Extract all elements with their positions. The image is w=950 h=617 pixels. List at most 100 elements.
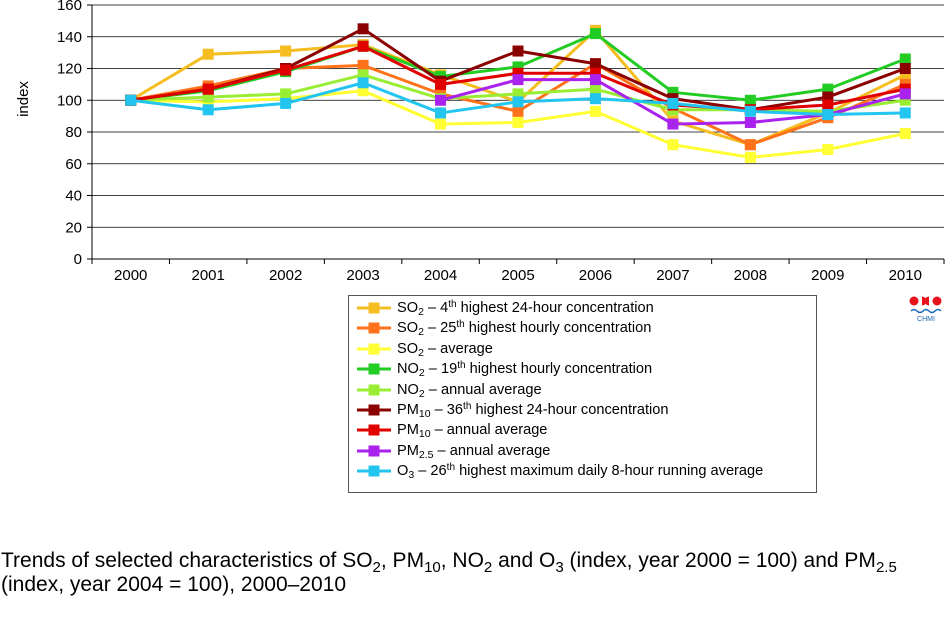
caption-subscript: 3 <box>555 559 564 576</box>
caption-text: (index, year 2000 = 100) and PM <box>563 549 876 572</box>
legend-label-rest: – annual average <box>433 442 551 459</box>
caption-text: and O <box>492 549 556 572</box>
caption-subscript: 2 <box>372 559 381 576</box>
caption-text: , NO <box>440 549 484 572</box>
legend-label-sub: 3 <box>408 469 415 482</box>
y-tick-label: 120 <box>57 61 82 78</box>
data-point <box>125 94 137 106</box>
data-point <box>512 116 524 128</box>
x-tick-label: 2009 <box>811 267 844 284</box>
legend-label-main: SO <box>397 320 419 337</box>
data-point <box>899 53 911 65</box>
data-point <box>744 151 756 163</box>
data-point <box>435 118 447 130</box>
data-point <box>357 23 369 35</box>
data-point <box>512 74 524 86</box>
legend-label-rest: – 26 <box>414 463 447 480</box>
data-point <box>589 105 601 117</box>
legend-item: PM10 – 36th highest 24-hour concentratio… <box>349 400 816 420</box>
y-tick-label: 100 <box>57 92 82 109</box>
data-point <box>357 40 369 52</box>
legend-label-sup: th <box>446 462 456 474</box>
y-tick-label: 40 <box>65 188 82 205</box>
data-point <box>512 67 524 79</box>
axes <box>87 4 945 264</box>
data-point <box>512 45 524 57</box>
data-point <box>357 69 369 81</box>
legend-item: PM2.5 – annual average <box>349 441 816 461</box>
series-9 <box>125 77 911 121</box>
data-point <box>822 83 834 95</box>
legend-label-main: PM <box>397 442 419 459</box>
data-point <box>512 105 524 117</box>
data-point <box>899 69 911 81</box>
caption-subscript: 2.5 <box>875 559 897 576</box>
legend-label-rest: – 4 <box>423 300 449 316</box>
legend-label-tail: highest 24-hour concentration <box>471 401 669 418</box>
data-point <box>744 94 756 106</box>
data-point <box>667 97 679 109</box>
y-tick-label: 20 <box>65 219 82 236</box>
legend-label-rest: – 25 <box>423 320 457 337</box>
legend-label-sup: th <box>448 299 457 310</box>
y-tick-label: 160 <box>57 0 82 14</box>
legend-label-main: O <box>397 463 409 480</box>
legend-item: NO2 – 19th highest hourly concentration <box>349 359 816 379</box>
legend-label-sub: 10 <box>418 428 431 441</box>
legend-label-sub: 2 <box>418 387 425 400</box>
data-point <box>822 143 834 155</box>
data-point <box>899 107 911 119</box>
data-point <box>202 104 214 116</box>
data-point <box>667 139 679 151</box>
data-point <box>512 88 524 100</box>
data-point <box>744 116 756 128</box>
data-point <box>280 45 292 57</box>
x-tick-label: 2007 <box>656 267 689 284</box>
legend-label-rest: – 36 <box>430 401 464 418</box>
legend-label-sub: 2 <box>418 367 425 380</box>
data-point <box>589 74 601 86</box>
caption-subscript: 2 <box>483 559 493 576</box>
chmi-logo-icon <box>909 296 942 314</box>
chart-legend: SO2 – 4th highest 24-hour concentration S… <box>348 295 817 493</box>
legend-label-sub: 10 <box>418 407 431 420</box>
data-point <box>512 61 524 73</box>
caption-subscript: 10 <box>424 559 441 576</box>
y-tick-label: 60 <box>65 156 82 173</box>
data-point <box>589 83 601 95</box>
caption-text: , PM <box>380 549 425 572</box>
data-point <box>202 91 214 103</box>
legend-label-rest: – average <box>423 340 493 357</box>
legend-swatch <box>357 322 391 334</box>
legend-item: NO2 – annual average <box>349 380 816 400</box>
legend-label-rest: – annual average <box>424 381 542 398</box>
y-tick-labels: 0 20 40 60 80 100 120 140 160 <box>57 0 82 268</box>
y-tick-label: 80 <box>65 124 82 141</box>
x-tick-label: 2004 <box>424 267 457 284</box>
data-point <box>435 107 447 119</box>
data-point <box>667 118 679 130</box>
data-point <box>435 94 447 106</box>
data-point <box>280 64 292 76</box>
legend-swatch <box>357 404 391 416</box>
legend-label-main: SO <box>397 340 419 357</box>
legend-label-tail: highest maximum daily 8-hour running ave… <box>455 463 764 480</box>
data-point <box>202 83 214 95</box>
legend-label-sub: 2 <box>418 306 424 318</box>
legend-label-main: PM <box>397 422 419 439</box>
data-point <box>589 58 601 70</box>
legend-swatch <box>357 445 391 457</box>
legend-swatch <box>357 302 391 314</box>
legend-label-tail: highest 24-hour concentration <box>456 300 654 316</box>
data-point <box>899 63 911 74</box>
y-axis-label: index <box>15 81 32 117</box>
data-point <box>589 67 601 79</box>
data-point <box>744 139 756 151</box>
data-point <box>899 94 911 106</box>
legend-label-main: SO <box>397 300 419 316</box>
caption-text: Trends of selected characteristics of SO <box>1 549 373 572</box>
legend-item: PM10 – annual average <box>349 420 816 440</box>
x-tick-label: 2010 <box>889 267 922 284</box>
legend-label-tail: highest hourly concentration <box>464 320 652 337</box>
data-point <box>357 85 369 97</box>
